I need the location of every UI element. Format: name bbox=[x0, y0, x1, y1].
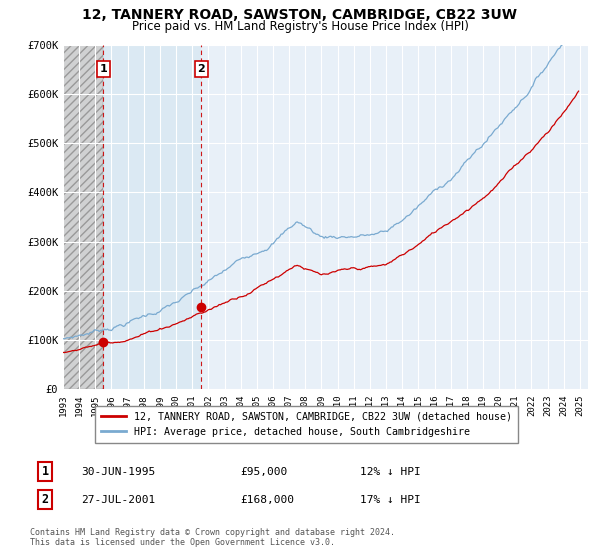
Text: 27-JUL-2001: 27-JUL-2001 bbox=[81, 494, 155, 505]
Text: 17% ↓ HPI: 17% ↓ HPI bbox=[360, 494, 421, 505]
Text: 12% ↓ HPI: 12% ↓ HPI bbox=[360, 466, 421, 477]
Text: Price paid vs. HM Land Registry's House Price Index (HPI): Price paid vs. HM Land Registry's House … bbox=[131, 20, 469, 32]
Bar bbox=[103, 45, 201, 389]
Text: Contains HM Land Registry data © Crown copyright and database right 2024.
This d: Contains HM Land Registry data © Crown c… bbox=[30, 528, 395, 547]
Bar bbox=[63, 45, 103, 389]
Text: £95,000: £95,000 bbox=[240, 466, 287, 477]
Text: 2: 2 bbox=[197, 64, 205, 74]
Text: 30-JUN-1995: 30-JUN-1995 bbox=[81, 466, 155, 477]
Text: £168,000: £168,000 bbox=[240, 494, 294, 505]
Text: 2: 2 bbox=[41, 493, 49, 506]
Text: 12, TANNERY ROAD, SAWSTON, CAMBRIDGE, CB22 3UW: 12, TANNERY ROAD, SAWSTON, CAMBRIDGE, CB… bbox=[83, 8, 517, 22]
Legend: 12, TANNERY ROAD, SAWSTON, CAMBRIDGE, CB22 3UW (detached house), HPI: Average pr: 12, TANNERY ROAD, SAWSTON, CAMBRIDGE, CB… bbox=[95, 405, 517, 443]
Text: 1: 1 bbox=[100, 64, 107, 74]
Text: 1: 1 bbox=[41, 465, 49, 478]
Bar bbox=[63, 45, 103, 389]
